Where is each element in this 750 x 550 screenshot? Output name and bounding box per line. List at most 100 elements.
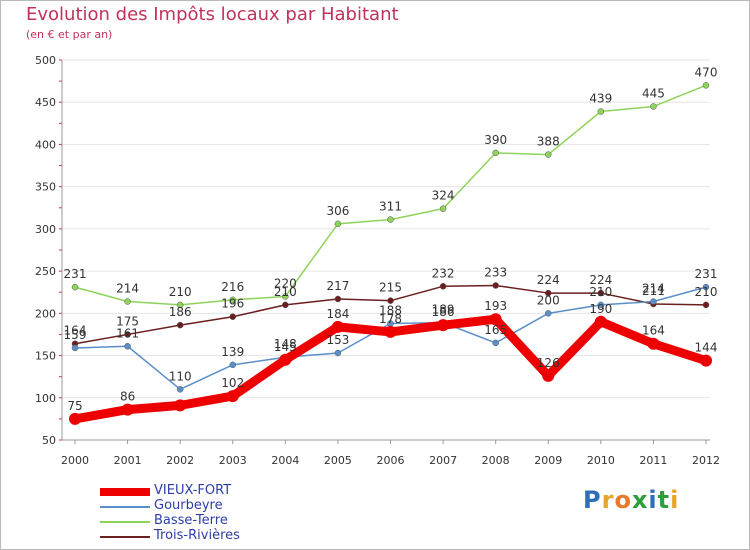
data-point-vieux-fort-2009 — [542, 369, 555, 382]
x-tick-label-2008: 2008 — [482, 454, 510, 467]
data-point-vieux-fort-2012 — [700, 354, 712, 367]
data-label-gourbeyre-2009: 200 — [537, 293, 560, 307]
data-label-trois-rivi-res-2008: 233 — [484, 265, 507, 279]
data-label-trois-rivi-res-2009: 224 — [537, 273, 560, 287]
data-point-basse-terre-2007 — [439, 205, 447, 212]
data-point-trois-rivi-res-2001 — [124, 331, 131, 338]
x-tick-label-2010: 2010 — [587, 454, 615, 467]
data-point-gourbeyre-2008 — [492, 339, 499, 347]
y-tick-label-200: 200 — [35, 307, 56, 320]
data-label-gourbeyre-2006: 188 — [379, 303, 402, 317]
data-point-trois-rivi-res-2004 — [282, 301, 289, 309]
data-point-trois-rivi-res-2012 — [702, 301, 710, 309]
data-point-vieux-fort-2011 — [647, 337, 660, 350]
x-tick-label-2009: 2009 — [534, 454, 562, 467]
x-tick-label-2004: 2004 — [271, 454, 299, 467]
data-label-vieux-fort-2007: 186 — [432, 305, 455, 319]
plot-area — [62, 60, 710, 440]
data-label-basse-terre-2006: 311 — [379, 200, 402, 214]
data-label-vieux-fort-2008: 193 — [484, 299, 507, 313]
data-label-vieux-fort-2010: 190 — [589, 302, 612, 316]
data-point-basse-terre-2002 — [176, 301, 184, 309]
data-point-basse-terre-2003 — [229, 296, 236, 304]
data-label-trois-rivi-res-2002: 186 — [169, 305, 192, 319]
data-label-vieux-fort-2001: 86 — [120, 390, 135, 404]
data-point-trois-rivi-res-2005 — [334, 295, 342, 303]
data-label-basse-terre-2010: 439 — [589, 92, 612, 106]
x-tick-label-2001: 2001 — [114, 454, 142, 467]
data-label-basse-terre-2003: 216 — [221, 280, 244, 294]
data-label-trois-rivi-res-2003: 196 — [221, 297, 244, 311]
logo-letter: P — [583, 486, 602, 514]
data-point-basse-terre-2005 — [334, 220, 342, 228]
data-point-basse-terre-2001 — [124, 298, 131, 305]
data-point-gourbeyre-2012 — [702, 283, 710, 291]
data-label-vieux-fort-2011: 164 — [642, 324, 665, 338]
data-label-trois-rivi-res-2006: 215 — [379, 281, 402, 295]
data-point-trois-rivi-res-2006 — [387, 297, 394, 304]
data-label-gourbeyre-2004: 148 — [274, 337, 297, 351]
data-point-trois-rivi-res-2010 — [597, 289, 605, 297]
data-point-vieux-fort-2005 — [331, 320, 344, 333]
data-point-vieux-fort-2010 — [594, 315, 607, 328]
data-point-gourbeyre-2002 — [176, 386, 184, 393]
data-label-gourbeyre-2002: 110 — [169, 369, 192, 383]
data-label-trois-rivi-res-2007: 232 — [432, 266, 455, 280]
logo-letter: x — [631, 486, 649, 514]
legend-label-basse-terre: Basse-Terre — [154, 513, 228, 528]
data-point-vieux-fort-2006 — [384, 325, 397, 338]
data-label-basse-terre-2007: 324 — [432, 189, 455, 203]
data-label-basse-terre-2004: 220 — [274, 276, 297, 290]
legend-swatch-trois-rivieres — [100, 536, 150, 538]
data-point-basse-terre-2004 — [282, 293, 289, 300]
data-point-basse-terre-2008 — [492, 149, 499, 157]
data-point-basse-terre-2009 — [545, 151, 552, 158]
data-label-vieux-fort-2006: 178 — [379, 312, 402, 326]
data-label-basse-terre-2008: 390 — [484, 133, 507, 147]
data-label-gourbeyre-2003: 139 — [221, 345, 244, 359]
logo-letter: i — [670, 486, 680, 514]
data-point-basse-terre-2011 — [650, 103, 657, 110]
data-label-trois-rivi-res-2001: 175 — [116, 314, 139, 328]
data-label-gourbeyre-2008: 165 — [484, 323, 507, 337]
legend-label-gourbeyre: Gourbeyre — [154, 498, 223, 513]
data-point-basse-terre-2000 — [71, 283, 79, 291]
y-tick-label-500: 500 — [35, 54, 56, 67]
data-point-vieux-fort-2004 — [279, 353, 292, 366]
y-tick-label-450: 450 — [35, 96, 56, 109]
data-point-vieux-fort-2003 — [226, 390, 239, 403]
data-label-trois-rivi-res-2005: 217 — [326, 279, 349, 293]
data-label-trois-rivi-res-2011: 211 — [642, 284, 665, 298]
data-point-trois-rivi-res-2003 — [229, 313, 236, 320]
data-point-vieux-fort-2002 — [174, 399, 187, 412]
data-label-vieux-fort-2004: 145 — [274, 340, 297, 354]
data-label-gourbeyre-2010: 210 — [589, 285, 612, 299]
y-tick-label-150: 150 — [35, 350, 56, 363]
data-point-basse-terre-2012 — [702, 82, 710, 89]
data-point-gourbeyre-2000 — [71, 344, 79, 352]
x-tick-label-2000: 2000 — [61, 454, 89, 467]
data-label-trois-rivi-res-2010: 224 — [589, 273, 612, 287]
y-tick-label-300: 300 — [35, 223, 56, 236]
data-point-gourbeyre-2009 — [545, 310, 552, 317]
y-tick-label-50: 50 — [42, 434, 56, 447]
data-label-vieux-fort-2009: 126 — [537, 356, 560, 370]
y-tick-label-400: 400 — [35, 138, 56, 151]
data-point-gourbeyre-2001 — [124, 343, 131, 350]
data-point-trois-rivi-res-2008 — [492, 282, 499, 289]
y-tick-label-350: 350 — [35, 181, 56, 194]
legend-label-trois-rivieres: Trois-Rivières — [154, 528, 240, 543]
data-label-vieux-fort-2003: 102 — [221, 376, 244, 390]
proxiti-logo: Proxiti — [583, 486, 679, 514]
data-label-vieux-fort-2000: 75 — [67, 399, 82, 413]
logo-letter: t — [657, 486, 671, 514]
x-tick-label-2012: 2012 — [692, 454, 720, 467]
data-point-vieux-fort-2001 — [121, 403, 134, 416]
data-label-trois-rivi-res-2012: 210 — [695, 285, 718, 299]
data-label-gourbeyre-2005: 153 — [326, 333, 349, 347]
data-point-trois-rivi-res-2002 — [176, 321, 184, 329]
data-label-gourbeyre-2011: 214 — [642, 282, 665, 296]
data-label-basse-terre-2002: 210 — [169, 285, 192, 299]
data-point-vieux-fort-2000 — [69, 412, 81, 425]
